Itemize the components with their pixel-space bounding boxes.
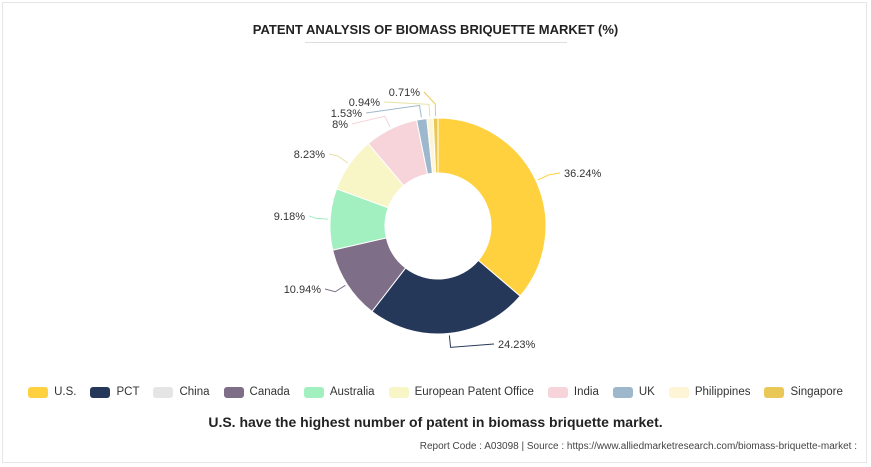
legend-item-pct[interactable]: PCT [90,386,139,398]
title-divider [305,42,567,43]
legend-swatch [388,386,409,398]
data-label-india: 8% [332,119,348,131]
legend-label: China [179,386,210,398]
legend-item-china[interactable]: China [153,386,210,398]
legend-item-u-s[interactable]: U.S. [28,386,76,398]
legend-item-india[interactable]: India [547,386,599,398]
data-label-australia: 9.18% [274,211,305,223]
legend-label: UK [638,386,655,398]
legend-swatch [223,386,244,398]
slice-singapore[interactable] [432,117,439,174]
slice-pct[interactable] [371,259,521,335]
legend-swatch [28,386,49,398]
legend-item-australia[interactable]: Australia [303,386,375,398]
legend-label: Canada [249,386,290,398]
legend-swatch [547,386,568,398]
data-label-uk: 1.53% [331,108,362,120]
leader-line-india [351,115,391,128]
leader-line-canada [324,284,346,293]
chart-caption: U.S. have the highest number of patent i… [208,414,663,430]
leader-line-u-s [537,172,561,181]
leader-line-australia [308,215,329,220]
legend-label: Singapore [790,386,843,398]
legend-swatch [612,386,633,398]
legend-item-singapore[interactable]: Singapore [764,386,843,398]
legend-item-uk[interactable]: UK [612,386,655,398]
legend-swatch [303,386,324,398]
chart-legend: U.S. PCT China Canada Australia European Pate… [0,386,871,398]
legend-swatch [764,386,785,398]
leader-line-singapore [423,91,437,117]
source-footer: Report Code : A03098 | Source : https://… [419,441,857,452]
legend-item-philippines[interactable]: Philippines [668,386,751,398]
legend-label: U.S. [54,386,77,398]
legend-label: PCT [116,386,140,398]
data-label-u-s: 36.24% [564,168,602,180]
legend-swatch [668,386,689,398]
data-label-philippines: 0.94% [349,97,380,109]
legend-item-european-patent-office[interactable]: European Patent Office [388,386,534,398]
data-label-european-patent-office: 8.23% [294,149,325,161]
legend-item-canada[interactable]: Canada [223,386,290,398]
data-label-pct: 24.23% [498,339,536,351]
donut-chart: 36.24% 24.23% 10.94% 9.18% 8.23% 8%1.53%0.94%… [274,87,602,351]
data-label-singapore: 0.71% [389,87,420,99]
leader-line-pct [448,335,495,348]
leader-line-uk [365,104,422,118]
legend-swatch [90,386,111,398]
legend-label: Australia [329,386,375,398]
legend-label: European Patent Office [414,386,534,398]
legend-swatch [153,386,174,398]
legend-label: Philippines [694,386,751,398]
legend-label: India [573,386,599,398]
data-label-canada: 10.94% [284,284,322,296]
chart-title: PATENT ANALYSIS OF BIOMASS BRIQUETTE MAR… [252,22,619,37]
leader-line-philippines [383,101,431,117]
slice-u-s[interactable] [437,117,547,297]
leader-line-european-patent-office [328,153,349,164]
